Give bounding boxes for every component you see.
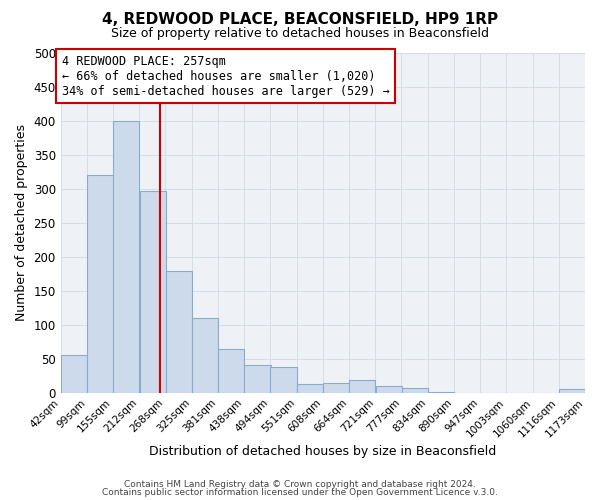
Bar [218,349,244,393]
Text: Contains HM Land Registry data © Crown copyright and database right 2024.: Contains HM Land Registry data © Crown c… [124,480,476,489]
Bar [192,318,218,392]
Bar [87,175,113,392]
Bar [349,380,376,392]
Bar [113,120,139,392]
X-axis label: Distribution of detached houses by size in Beaconsfield: Distribution of detached houses by size … [149,444,496,458]
Bar [297,384,323,392]
Text: Contains public sector information licensed under the Open Government Licence v.: Contains public sector information licen… [102,488,498,497]
Bar [323,383,349,392]
Bar [401,388,428,392]
Bar [61,355,87,393]
Bar [166,271,192,392]
Y-axis label: Number of detached properties: Number of detached properties [15,124,28,321]
Bar [140,190,166,392]
Text: 4 REDWOOD PLACE: 257sqm
← 66% of detached houses are smaller (1,020)
34% of semi: 4 REDWOOD PLACE: 257sqm ← 66% of detache… [62,54,389,98]
Text: 4, REDWOOD PLACE, BEACONSFIELD, HP9 1RP: 4, REDWOOD PLACE, BEACONSFIELD, HP9 1RP [102,12,498,28]
Bar [271,368,296,392]
Bar [376,386,402,392]
Bar [559,389,585,392]
Bar [244,366,271,392]
Text: Size of property relative to detached houses in Beaconsfield: Size of property relative to detached ho… [111,28,489,40]
